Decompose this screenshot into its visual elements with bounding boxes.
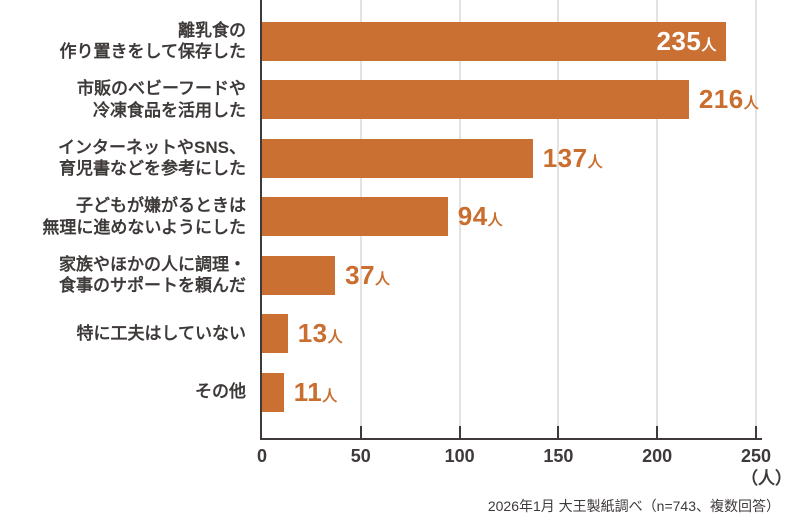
bar [262, 255, 336, 295]
bar [262, 138, 533, 178]
value-label: 11人 [293, 376, 338, 407]
category-label: 家族やほかの人に調理・ 食事のサポートを頼んだ [59, 254, 246, 296]
category-label: 特に工夫はしていない [76, 323, 247, 343]
axis-tick [458, 426, 461, 438]
category-label: 子どもが嫌がるときは 無理に進めないようにした [42, 196, 246, 237]
bar-row: 37人 [262, 246, 762, 305]
x-tick-label: 200 [642, 446, 673, 466]
axis-tick [656, 426, 659, 438]
value-label: 235人 [656, 25, 717, 56]
bar-row: 235人 [262, 12, 762, 71]
gridline [458, 0, 461, 438]
x-axis-unit-label: （人） [741, 469, 792, 488]
value-label: 216人 [698, 84, 759, 115]
source-note: 2026年1月 大王製紙調べ（n=743、複数回答） [487, 498, 780, 514]
bar-row: 13人 [262, 305, 762, 364]
axis-tick [557, 426, 560, 438]
gridline [755, 0, 757, 438]
x-tick-label: 50 [350, 446, 371, 466]
bars-container: 235人 216人 137人 94人 37人 13人 11人 [262, 0, 762, 438]
x-tick-label: 250 [740, 446, 772, 466]
category-label: その他 [195, 382, 246, 402]
bar-row: 94人 [262, 188, 762, 247]
category-label: 市販のベビーフードや 冷凍食品を活用した [77, 79, 246, 120]
value-label: 94人 [457, 201, 503, 232]
bar [262, 197, 448, 237]
category-label: インターネットやSNS、 育児書などを参考にした [58, 137, 246, 179]
bar-row: 137人 [262, 129, 762, 188]
bar-row: 216人 [262, 71, 762, 130]
value-label: 137人 [542, 142, 603, 173]
x-tick-label: 0 [256, 446, 268, 466]
x-tick-label: 100 [444, 446, 475, 466]
gridline [656, 0, 659, 438]
gridline [557, 0, 560, 438]
x-tick-label: 150 [543, 446, 574, 466]
value-label: 13人 [297, 318, 343, 349]
category-label: 離乳食の 作り置きをして保存した [59, 20, 247, 62]
plot-area: 235人 216人 137人 94人 37人 13人 11人 [260, 0, 762, 440]
bar [262, 80, 689, 120]
bar [262, 372, 284, 412]
bar: 235人 [262, 21, 727, 61]
category-labels: 離乳食の 作り置きをして保存した市販のベビーフードや 冷凍食品を活用したインターネッ… [0, 0, 246, 438]
axis-tick [755, 426, 757, 438]
x-axis-tick-labels: 0 50 100 150 200 250 [256, 446, 771, 470]
bar [262, 314, 288, 354]
value-label: 37人 [345, 259, 391, 290]
axis-tick [359, 426, 362, 438]
bar-row: 11人 [262, 363, 762, 422]
